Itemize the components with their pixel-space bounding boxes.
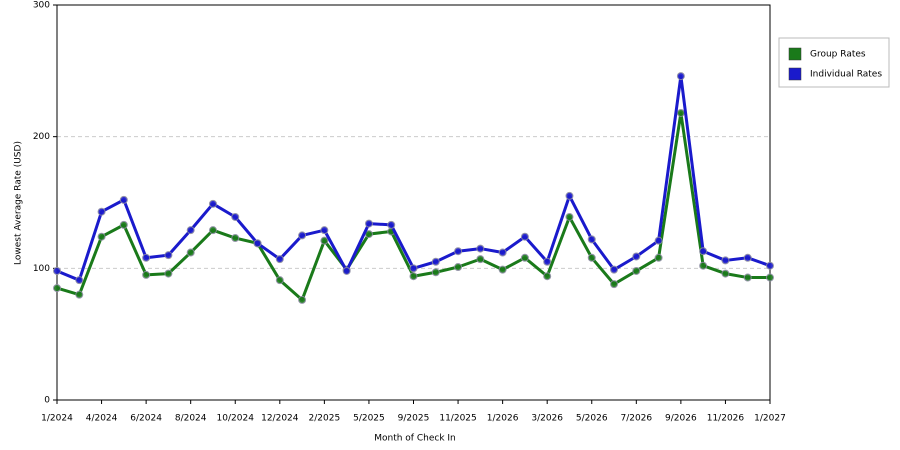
- data-point: [142, 253, 151, 262]
- x-tick-label: 5/2026: [576, 414, 608, 424]
- data-point: [699, 247, 708, 256]
- data-point: [476, 255, 485, 264]
- data-point: [231, 212, 240, 221]
- data-point: [654, 236, 663, 245]
- data-point: [766, 273, 774, 282]
- data-point: [298, 295, 307, 304]
- x-tick-label: 3/2026: [531, 414, 563, 424]
- data-point: [53, 284, 61, 293]
- data-point: [142, 270, 151, 279]
- data-point: [409, 264, 418, 273]
- data-point: [654, 253, 663, 262]
- x-tick-label: 7/2026: [620, 414, 652, 424]
- x-tick-label: 8/2024: [175, 414, 207, 424]
- data-point: [387, 220, 396, 229]
- data-point: [186, 248, 195, 257]
- data-point: [498, 265, 507, 274]
- data-point: [186, 226, 195, 235]
- data-point: [164, 251, 173, 260]
- y-tick-label: 100: [33, 264, 50, 274]
- data-point: [699, 261, 708, 270]
- data-point: [610, 280, 619, 289]
- data-point: [409, 272, 418, 281]
- series-line: [56, 74, 771, 282]
- data-point: [543, 272, 552, 281]
- data-point: [454, 263, 463, 272]
- data-point: [587, 235, 596, 244]
- x-tick-label: 10/2024: [217, 414, 255, 424]
- data-point: [208, 199, 217, 208]
- data-point: [53, 266, 61, 275]
- x-tick-label: 11/2026: [707, 414, 745, 424]
- x-tick-label: 5/2025: [353, 414, 385, 424]
- legend-swatch: [788, 67, 802, 81]
- data-point: [520, 232, 529, 241]
- x-tick-label: 2/2025: [309, 414, 341, 424]
- data-point: [565, 212, 574, 221]
- data-point: [454, 247, 463, 256]
- data-point: [231, 234, 240, 243]
- data-point: [320, 226, 329, 235]
- x-tick-label: 4/2024: [86, 414, 118, 424]
- data-point: [431, 268, 440, 277]
- data-point: [208, 226, 217, 235]
- x-tick-label: 6/2024: [130, 414, 162, 424]
- x-tick-label: 9/2025: [398, 414, 430, 424]
- data-point: [119, 220, 128, 229]
- data-point: [75, 276, 84, 285]
- data-point: [632, 266, 641, 275]
- data-point: [498, 248, 507, 257]
- data-point: [364, 219, 373, 228]
- data-point: [520, 253, 529, 262]
- data-point: [476, 244, 485, 253]
- legend-swatch: [788, 47, 802, 61]
- data-point: [253, 239, 262, 248]
- data-point: [320, 236, 329, 245]
- data-point: [97, 232, 106, 241]
- data-point: [565, 191, 574, 200]
- legend-label: Group Rates: [810, 50, 866, 60]
- data-point: [298, 231, 307, 240]
- data-point: [75, 290, 84, 299]
- data-point: [164, 269, 173, 278]
- data-point: [342, 266, 351, 275]
- data-point: [676, 72, 685, 81]
- y-tick-label: 0: [44, 396, 50, 406]
- data-point: [743, 253, 752, 262]
- data-point: [743, 273, 752, 282]
- x-tick-label: 1/2026: [487, 414, 519, 424]
- x-tick-label: 11/2025: [439, 414, 476, 424]
- data-point: [766, 261, 774, 270]
- data-point: [97, 207, 106, 216]
- data-point: [431, 257, 440, 266]
- data-point: [721, 269, 730, 278]
- y-tick-label: 200: [33, 132, 50, 142]
- x-tick-label: 1/2024: [41, 414, 73, 424]
- y-tick-label: 300: [33, 1, 50, 11]
- data-point: [275, 255, 284, 264]
- x-tick-label: 1/2027: [754, 414, 786, 424]
- x-axis-label: Month of Check In: [374, 434, 456, 444]
- x-tick-label: 12/2024: [261, 414, 299, 424]
- data-point: [275, 276, 284, 285]
- data-point: [721, 256, 730, 265]
- data-point: [676, 108, 685, 117]
- data-point: [119, 195, 128, 204]
- data-point: [610, 265, 619, 274]
- y-axis-label: Lowest Average Rate (USD): [14, 141, 24, 265]
- data-point: [543, 257, 552, 266]
- data-point: [587, 253, 596, 262]
- x-tick-label: 9/2026: [665, 414, 697, 424]
- data-point: [632, 252, 641, 261]
- legend-label: Individual Rates: [810, 70, 882, 80]
